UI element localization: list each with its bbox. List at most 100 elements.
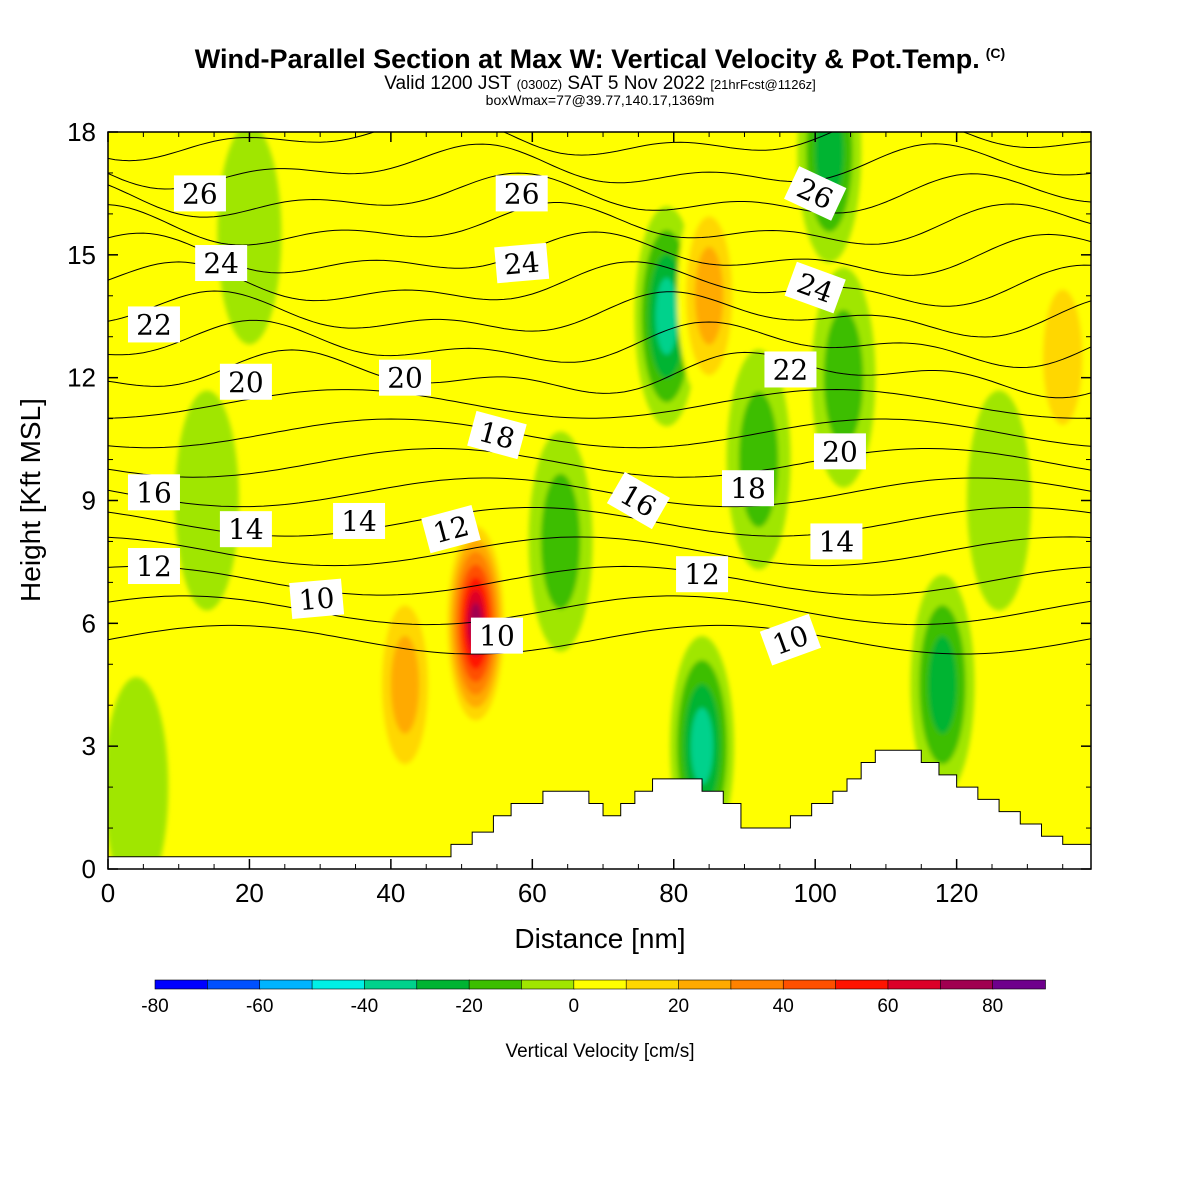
theta-label-text: 24 [503,246,541,282]
colorbar-swatch [521,979,575,990]
theta-label-text: 12 [684,558,720,591]
y-tick-label: 0 [82,854,96,884]
theta-label-text: 26 [182,177,218,210]
theta-label: 10 [289,578,345,619]
colorbar-swatch [573,979,627,990]
y-tick-label: 6 [82,608,96,638]
theta-label-box [379,359,432,396]
theta-label: 24 [494,242,550,284]
theta-label-text: 26 [504,177,540,210]
theta-label-box [606,471,670,530]
x-tick-label: 60 [518,878,547,908]
colorbar-tick-label: 60 [877,996,898,1017]
theta-contour-15 [108,477,1091,508]
velocity-cell [967,390,1032,611]
theta-label-box [467,410,527,460]
colorbar-swatch [730,979,785,990]
y-tick-label: 3 [82,731,96,761]
theta-label: 14 [219,511,272,548]
theta-label-text: 18 [730,472,766,505]
theta-label-box [810,523,863,560]
velocity-cell [390,635,420,734]
terrain-profile [107,749,1092,870]
theta-label-box [127,306,180,343]
theta-label: 12 [421,505,481,554]
theta-label-text: 20 [228,366,264,399]
theta-contour-23 [108,231,1091,276]
colorbar-tick-label: 40 [773,996,794,1017]
theta-label: 14 [810,523,863,560]
theta-label-text: 10 [297,581,335,617]
theta-contour-21 [108,290,1091,338]
colorbar-swatch [992,979,1046,990]
theta-contour-16 [108,448,1091,478]
theta-label-box [784,166,847,221]
valid-time-line: Valid 1200 JST (0300Z) SAT 5 Nov 2022 [2… [384,73,816,94]
theta-label-text: 10 [479,620,515,653]
colorbar-swatch [154,979,209,990]
velocity-cell [540,473,581,610]
y-tick-label: 9 [82,486,96,516]
theta-label: 12 [127,548,180,585]
velocity-cell [655,277,678,355]
theta-label-text: 14 [819,525,855,558]
colorbar-swatch [782,979,837,990]
theta-label: 22 [127,306,180,343]
theta-contour-12 [108,565,1091,596]
theta-label-text: 12 [136,550,172,583]
y-tick-label: 15 [67,240,96,270]
theta-contour-22 [108,261,1091,307]
colorbar-tick-label: -60 [246,996,273,1017]
box-wmax-info: boxWmax=77@39.77,140.17,1369m [485,92,715,108]
colorbar-swatch [416,979,470,990]
theta-label-text: 20 [387,362,423,395]
theta-label: 16 [127,474,180,511]
theta-contour-17 [108,418,1091,449]
theta-label-text: 14 [341,505,377,538]
x-tick-label: 40 [376,878,405,908]
colorbar-swatch [311,979,366,990]
theta-label: 24 [784,261,846,314]
velocity-cell [928,635,957,734]
theta-label: 20 [813,433,866,470]
theta-label-text: 14 [228,513,264,546]
theta-label-box [219,363,272,400]
theta-label-box [421,505,481,554]
y-tick-label: 12 [67,363,96,393]
x-tick-label: 120 [935,878,978,908]
colorbar-swatch [259,979,313,990]
theta-label: 18 [467,410,527,460]
colorbar-swatch [939,979,994,990]
theta-label-box [289,578,345,619]
theta-label-text: 22 [773,353,809,386]
colorbar: -80 -60 -40 -20 0 20 40 60 80 [141,979,1046,1017]
y-axis-label: Height [Kft MSL] [15,398,46,602]
velocity-cell [896,226,961,447]
colorbar-tick-label: 20 [668,996,689,1017]
theta-label-box [494,242,550,284]
velocity-cell [769,554,834,775]
theta-contour-26 [108,143,1091,190]
theta-label-box [722,470,775,507]
velocity-cell [738,391,779,528]
theta-contour-19 [108,349,1091,399]
theta-label-text: 22 [136,308,172,341]
colorbar-swatch [468,979,523,990]
x-axis-label: Distance [nm] [514,923,685,954]
velocity-cell [823,309,864,446]
theta-contour-20 [108,319,1091,369]
velocity-cell [690,707,714,785]
colorbar-tick-label: -20 [455,996,482,1017]
theta-label-box [759,613,822,666]
theta-label-box [127,474,180,511]
theta-label-box [676,556,729,593]
theta-label: 20 [219,363,272,400]
y-tick-label: 18 [67,117,96,147]
x-tick-label: 100 [793,878,836,908]
colorbar-swatch [678,979,732,990]
theta-contour-13 [108,536,1091,567]
theta-contour-11 [108,595,1091,626]
theta-label-text: 16 [136,476,172,509]
theta-contour-27 [108,132,1091,162]
